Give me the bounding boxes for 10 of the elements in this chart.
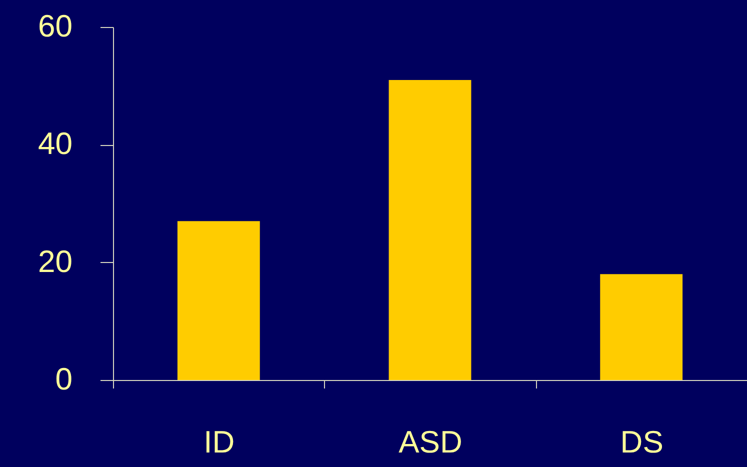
y-tick-label: 20: [38, 244, 72, 279]
x-tick-label: ASD: [398, 424, 462, 460]
bar: [388, 80, 472, 380]
bar: [600, 274, 683, 380]
y-tick-label: 40: [38, 126, 72, 162]
y-tick-label: 60: [38, 8, 72, 44]
y-tick-label: 0: [55, 362, 72, 396]
x-tick-label: ID: [204, 424, 235, 460]
bar: [177, 221, 260, 380]
x-tick-label: DS: [620, 424, 664, 460]
